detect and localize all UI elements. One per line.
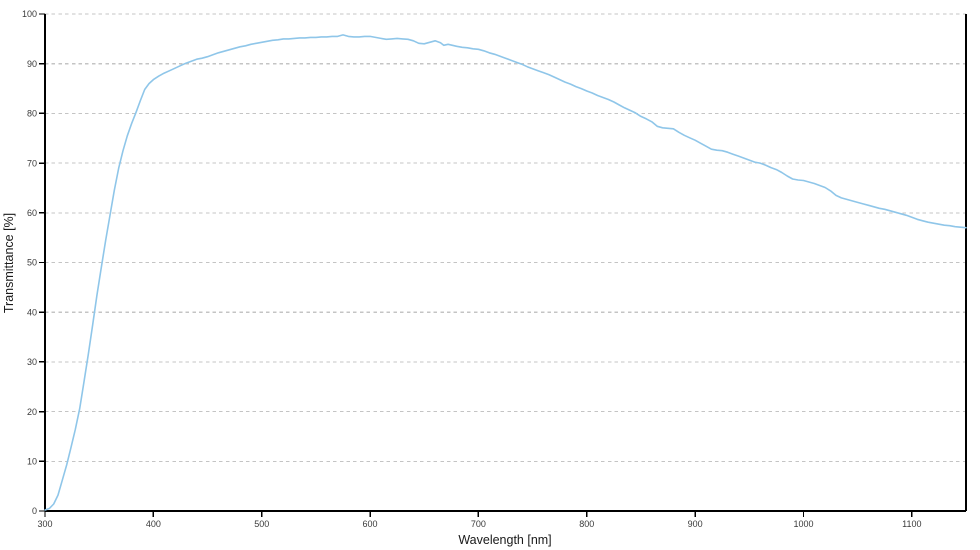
- x-axis-title: Wavelength [nm]: [458, 533, 551, 547]
- tick-layer: 0 10 20 30 40 50 60 70 80 90 100 300 400 500 600 700 800…: [22, 9, 922, 529]
- x-tick-label: 600: [363, 519, 378, 529]
- x-tick-label: 300: [37, 519, 52, 529]
- y-tick-label: 10: [27, 457, 37, 467]
- x-tick-label: 800: [579, 519, 594, 529]
- y-tick-label: 90: [27, 59, 37, 69]
- y-tick-label: 60: [27, 208, 37, 218]
- y-tick-label: 20: [27, 407, 37, 417]
- y-tick-label: 100: [22, 9, 37, 19]
- y-tick-label: 50: [27, 258, 37, 268]
- transmittance-curve: [44, 34, 967, 511]
- y-tick-label: 80: [27, 109, 37, 119]
- x-tick-label: 1100: [902, 519, 921, 529]
- series-layer: [44, 34, 967, 511]
- y-tick-label: 70: [27, 158, 37, 168]
- axis-layer: [44, 14, 967, 512]
- y-tick-label: 30: [27, 357, 37, 367]
- grid-layer: [45, 13, 966, 462]
- x-tick-label: 500: [254, 519, 269, 529]
- x-tick-label: 400: [146, 519, 161, 529]
- y-axis-title: Transmittance [%]: [2, 213, 16, 313]
- x-tick-label: 700: [471, 519, 486, 529]
- x-tick-label: 1000: [793, 519, 813, 529]
- y-tick-label: 40: [27, 307, 37, 317]
- y-tick-label: 0: [32, 506, 37, 516]
- x-tick-label: 900: [688, 519, 703, 529]
